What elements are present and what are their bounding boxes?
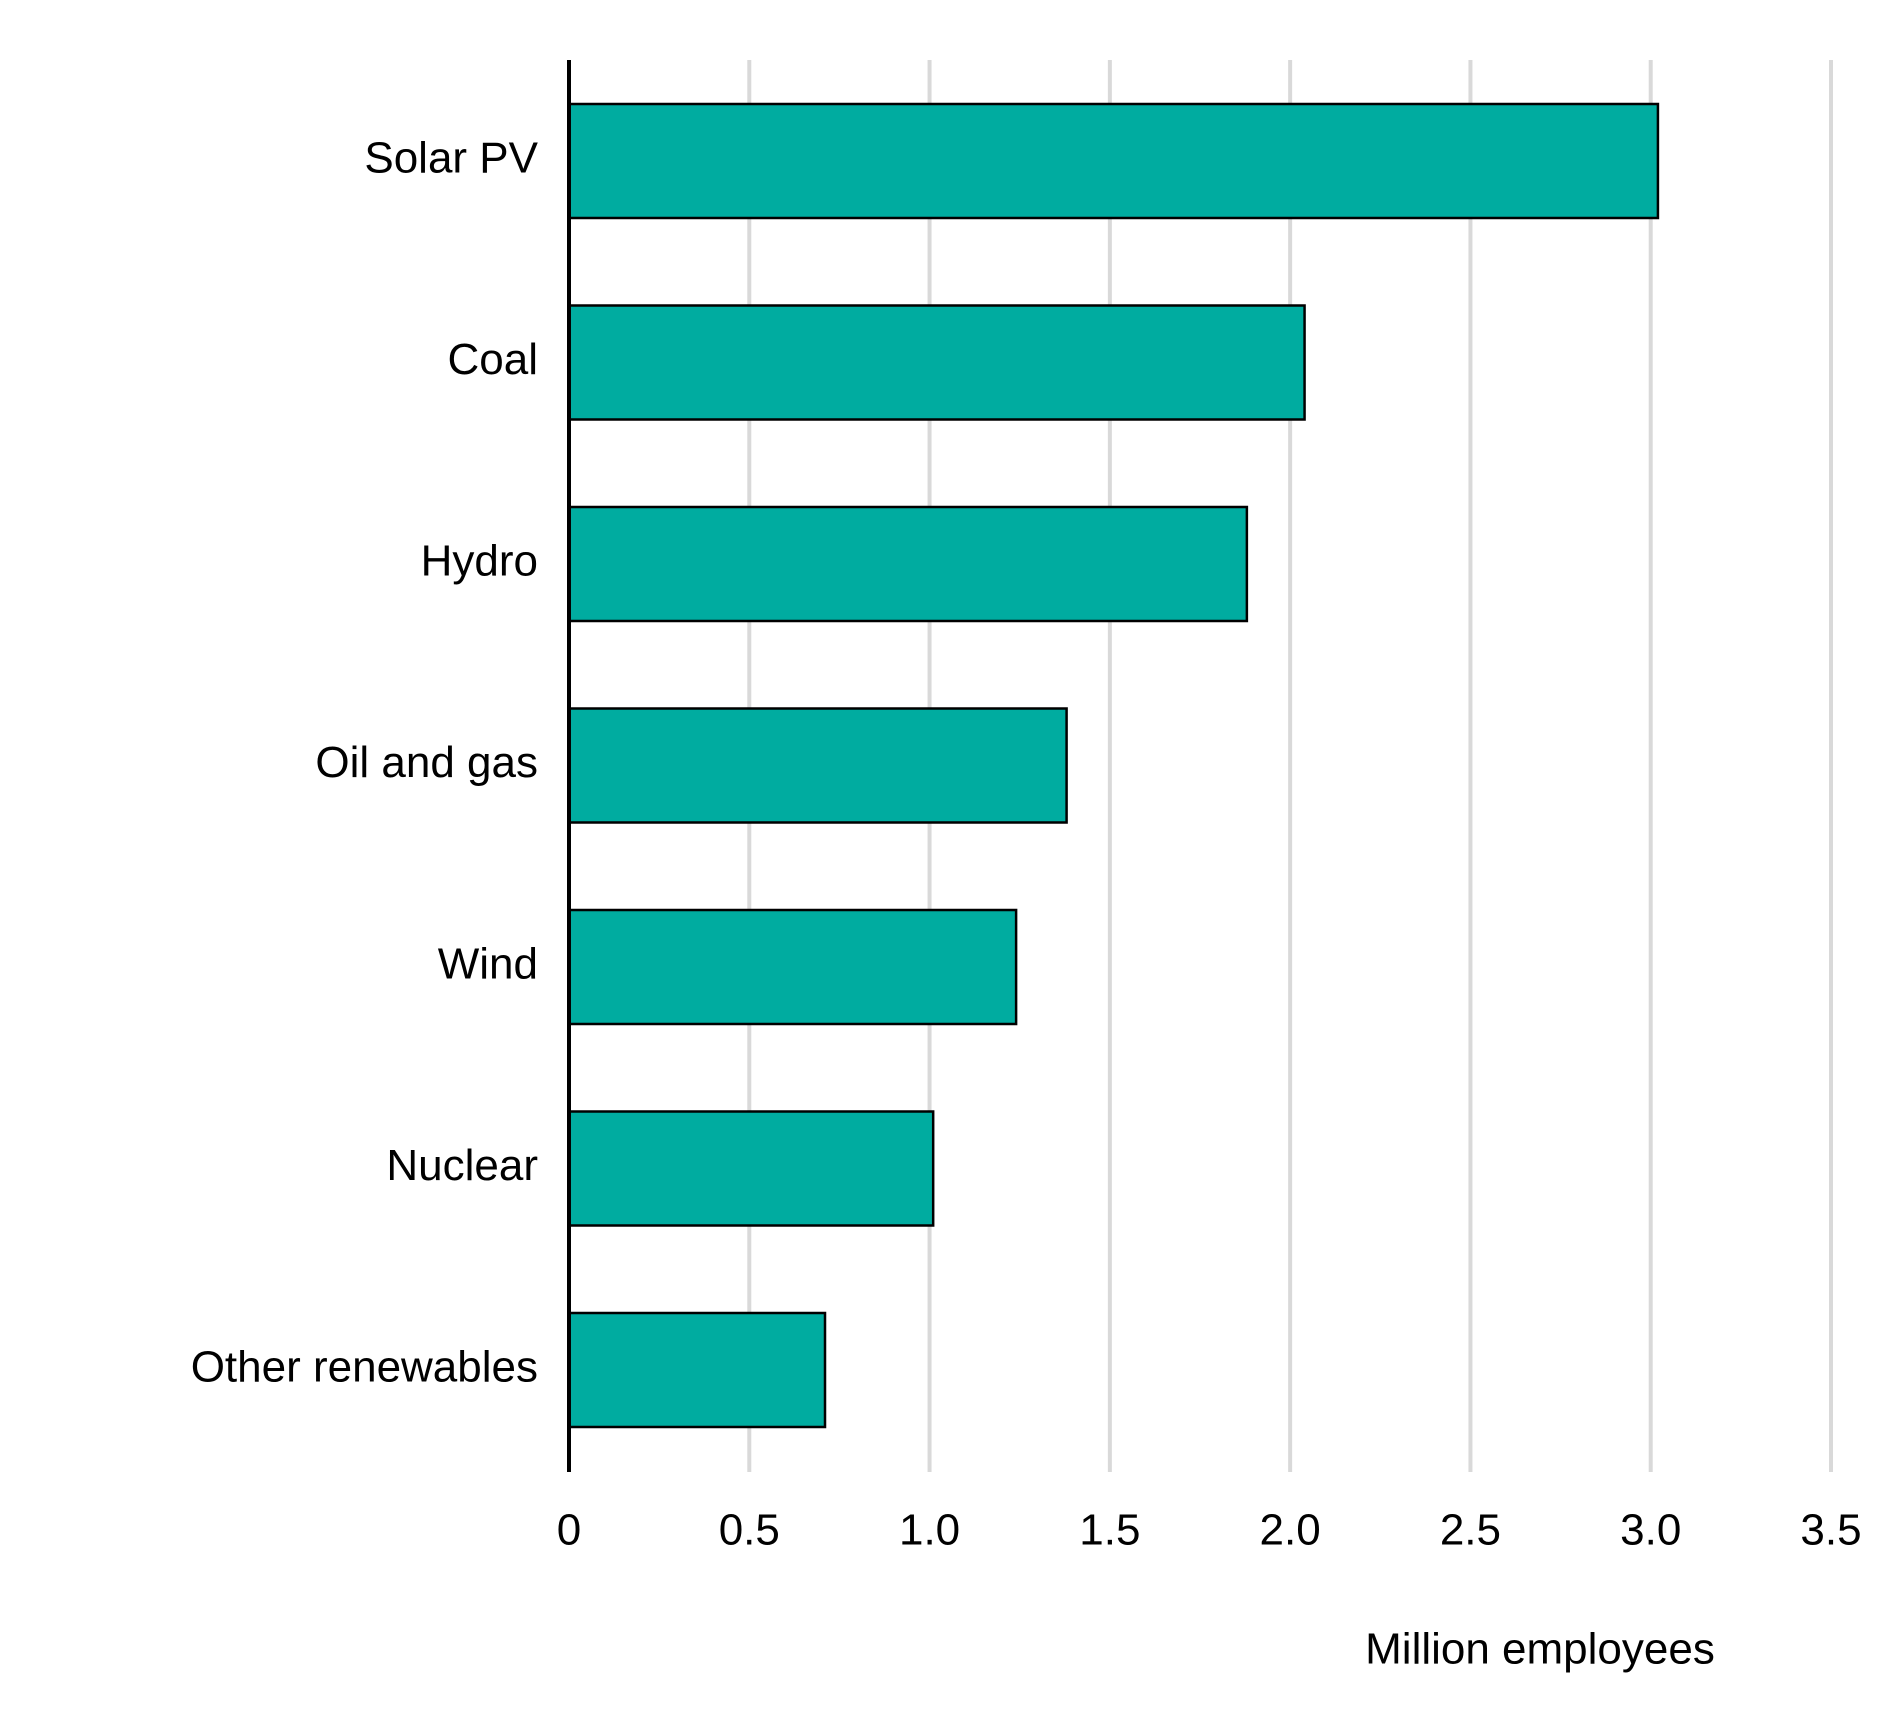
x-tick-label: 1.5 <box>1079 1506 1140 1555</box>
x-tick-label: 2.0 <box>1260 1506 1321 1555</box>
y-tick-label: Wind <box>438 940 538 989</box>
y-tick-label: Oil and gas <box>315 738 538 787</box>
y-tick-label: Other renewables <box>191 1343 538 1392</box>
bar <box>567 1311 827 1429</box>
bar <box>567 707 1068 824</box>
y-tick-label: Solar PV <box>364 134 538 183</box>
y-tick-label: Coal <box>448 335 539 384</box>
bar <box>567 1110 935 1227</box>
x-tick-label: 3.0 <box>1620 1506 1681 1555</box>
x-tick-label: 0 <box>557 1506 581 1555</box>
y-tick-label: Nuclear <box>386 1141 538 1190</box>
x-tick-label: 0.5 <box>719 1506 780 1555</box>
bar <box>567 505 1249 623</box>
bar <box>567 102 1660 220</box>
bars <box>567 102 1660 1429</box>
y-tick-label: Hydro <box>421 537 538 586</box>
x-tick-label: 1.0 <box>899 1506 960 1555</box>
x-axis-title: Million employees <box>1365 1625 1715 1674</box>
bar <box>567 304 1306 421</box>
x-tick-label: 3.5 <box>1800 1506 1861 1555</box>
x-tick-label: 2.5 <box>1440 1506 1501 1555</box>
bar <box>567 908 1018 1026</box>
